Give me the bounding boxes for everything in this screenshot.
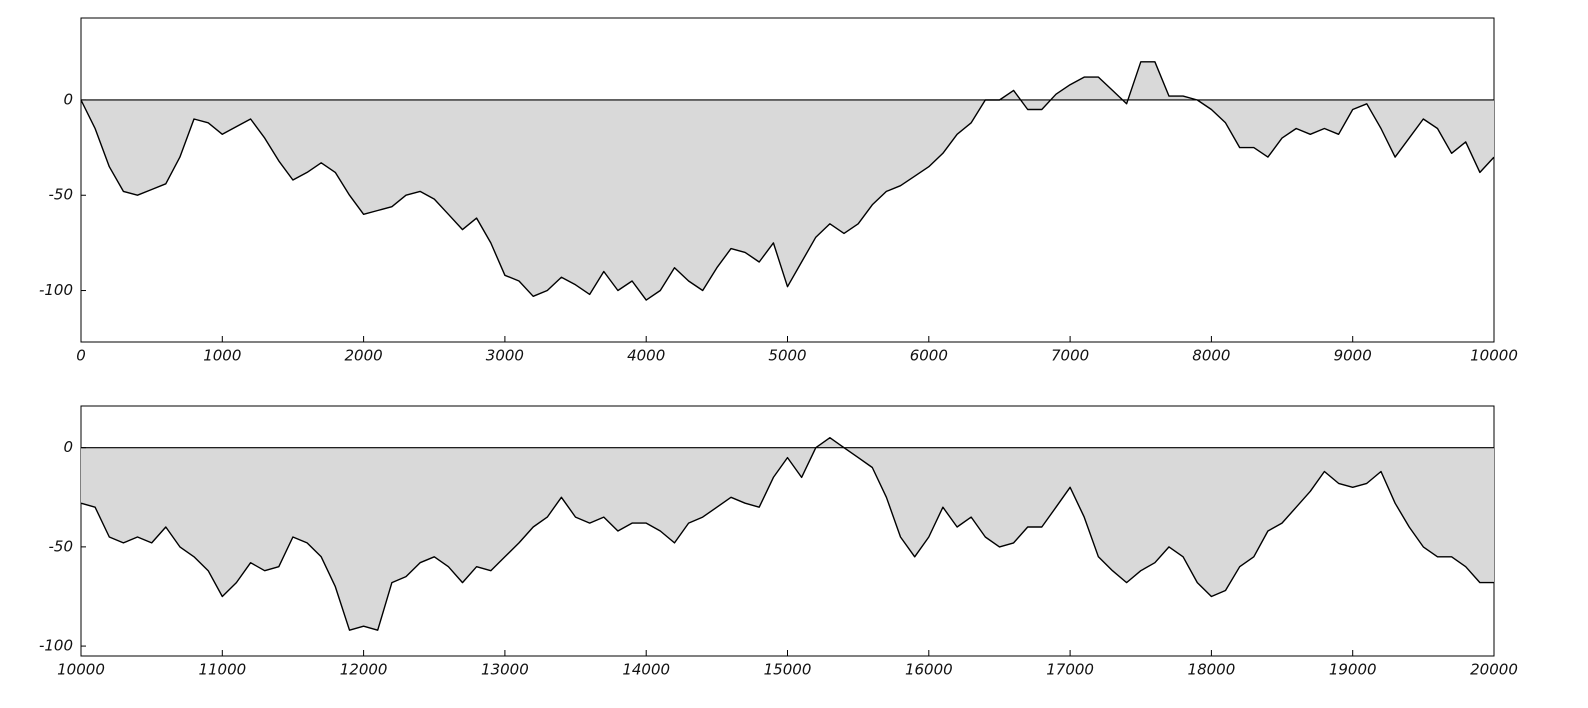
x-tick-label: 11000 [198,661,246,679]
area-fill [81,61,1494,301]
x-tick-label: 1000 [203,347,241,365]
x-tick-label: 10000 [1470,347,1518,365]
x-tick-label: 8000 [1192,347,1230,365]
x-tick-label: 5000 [768,347,806,365]
x-tick-label: 17000 [1046,661,1094,679]
x-tick-label: 9000 [1334,347,1372,365]
x-tick-label: 3000 [486,347,524,365]
x-tick-label: 4000 [627,347,665,365]
x-tick-label: 16000 [905,661,953,679]
x-tick-label: 6000 [910,347,948,365]
x-tick-label: 14000 [622,661,670,679]
x-tick-label: 0 [76,347,86,365]
y-tick-label: -50 [49,186,74,204]
x-tick-label: 12000 [340,661,388,679]
x-tick-label: 10000 [57,661,105,679]
series-line [80,437,1494,631]
y-tick-label: 0 [63,90,73,108]
y-tick-label: -100 [39,281,73,299]
x-tick-label: 19000 [1329,661,1377,679]
y-tick-label: 0 [63,438,73,456]
x-tick-label: 20000 [1470,661,1518,679]
series-line [80,61,1495,301]
y-tick-label: -50 [49,537,74,555]
x-tick-label: 13000 [481,661,529,679]
x-tick-label: 18000 [1188,661,1236,679]
x-tick-label: 7000 [1051,347,1089,365]
x-tick-label: 2000 [345,347,383,365]
area-fill [81,437,1494,631]
y-tick-label: -100 [39,637,73,655]
x-tick-label: 15000 [764,661,812,679]
